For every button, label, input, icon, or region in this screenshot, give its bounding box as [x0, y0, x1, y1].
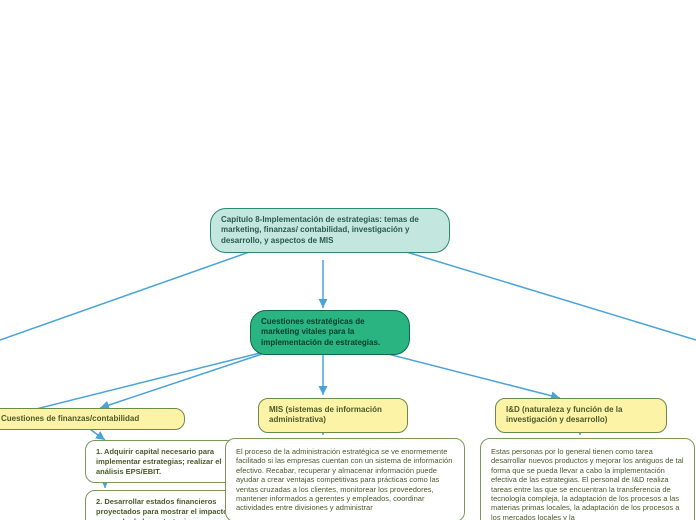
- finanzas-item-2-label: 2. Desarrollar estados financieros proye…: [96, 497, 228, 520]
- mis-body-label: El proceso de la administración estratég…: [236, 447, 452, 512]
- mis-header-node[interactable]: MIS (sistemas de información administrat…: [258, 398, 408, 433]
- id-body-label: Estas personas por lo general tienen com…: [491, 447, 684, 520]
- id-header-node[interactable]: I&D (naturaleza y función de la investig…: [495, 398, 667, 433]
- finanzas-header-label: Cuestiones de finanzas/contabilidad: [1, 414, 139, 423]
- finanzas-header-node[interactable]: Cuestiones de finanzas/contabilidad: [0, 408, 185, 430]
- marketing-node[interactable]: Cuestiones estratégicas de marketing vit…: [250, 310, 410, 355]
- root-node[interactable]: Capítulo 8-Implementación de estrategias…: [210, 208, 450, 253]
- mis-header-label: MIS (sistemas de información administrat…: [269, 405, 382, 424]
- mis-body-node[interactable]: El proceso de la administración estratég…: [225, 438, 465, 520]
- id-body-node[interactable]: Estas personas por lo general tienen com…: [480, 438, 695, 520]
- root-label: Capítulo 8-Implementación de estrategias…: [221, 215, 419, 245]
- finanzas-item-1-label: 1. Adquirir capital necesario para imple…: [96, 447, 221, 476]
- marketing-label: Cuestiones estratégicas de marketing vit…: [261, 317, 380, 347]
- id-header-label: I&D (naturaleza y función de la investig…: [506, 405, 622, 424]
